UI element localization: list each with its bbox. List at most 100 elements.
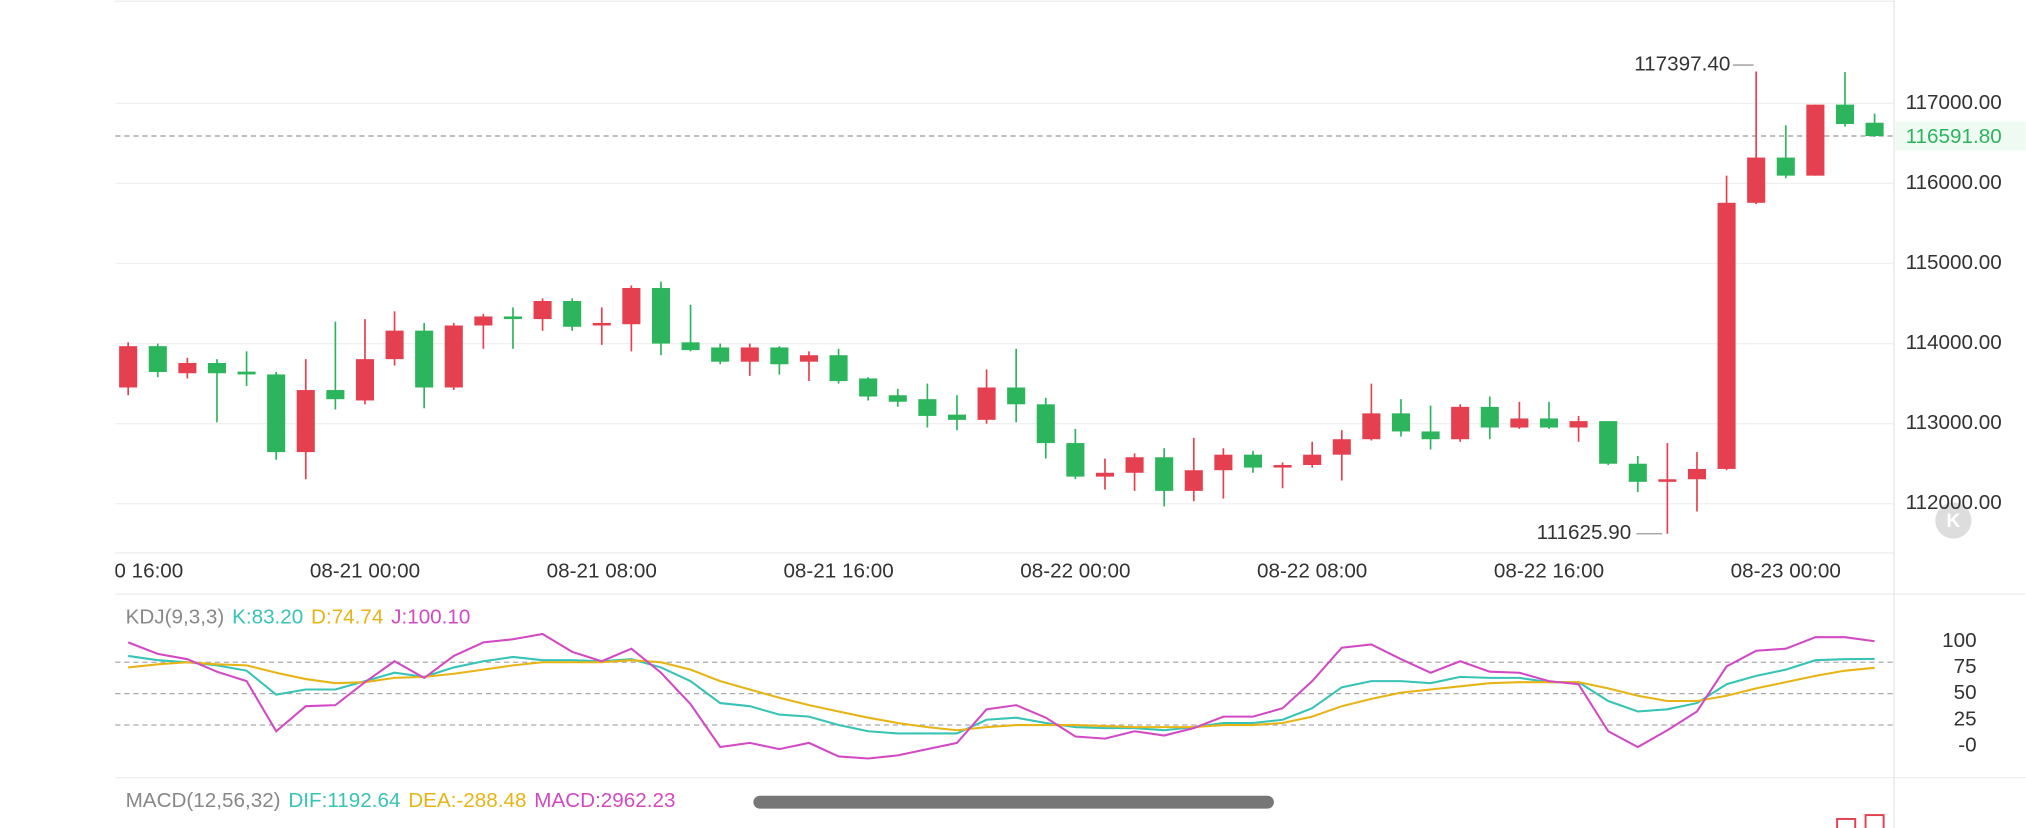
candle-body	[1303, 454, 1322, 466]
min-label: 111625.90	[1537, 521, 1632, 544]
candle-body	[711, 347, 730, 362]
indicator-line	[128, 659, 1875, 732]
candle-body	[1510, 418, 1529, 428]
macd-bar	[1864, 814, 1885, 828]
legend-entry: D:74.74	[311, 606, 383, 629]
candle-body	[1066, 443, 1085, 477]
x-axis: 08-20 16:00 08-21 00:00 08-21 08:00 08-21 1…	[73, 560, 1841, 583]
candle-body	[829, 355, 848, 382]
candle-body	[1036, 404, 1055, 444]
indicator-title: MACD(12,56,32)	[126, 790, 281, 813]
candle-body	[1007, 387, 1026, 405]
candle-body	[1776, 157, 1795, 176]
candle-body	[385, 330, 404, 360]
candle-body	[1421, 431, 1440, 440]
candle-body	[178, 362, 197, 374]
logo-button[interactable]	[1935, 502, 1972, 539]
candle-body	[1687, 468, 1707, 480]
indicator-title: KDJ(9,3,3)	[126, 606, 225, 629]
candle-body	[207, 362, 227, 374]
candle-body	[1480, 406, 1499, 428]
candle-body	[977, 387, 996, 420]
candle-body	[1865, 122, 1884, 137]
candle-body	[563, 300, 582, 327]
y-tick-label: 114000.00	[1906, 331, 2002, 354]
x-tick-label: 08-21 00:00	[310, 560, 420, 583]
candle-body	[1125, 457, 1144, 473]
candle-body	[1184, 470, 1203, 491]
indicator-legend: KDJ(9,3,3) K:83.20 D:74.74 J:100.10	[126, 606, 471, 629]
candle-body	[799, 355, 819, 362]
candle-body	[1451, 406, 1470, 440]
legend-entry: J:100.10	[391, 606, 470, 629]
candle-body	[237, 371, 256, 375]
legend-entry: DIF:1192.64	[288, 790, 400, 813]
candle-body	[622, 288, 641, 325]
indicator-line	[128, 654, 1875, 735]
candle-body	[740, 347, 759, 362]
candle-body	[1095, 472, 1115, 477]
legend-entry: MACD:2962.23	[534, 790, 675, 813]
candle-body	[651, 288, 671, 344]
x-tick-label: 08-21 08:00	[547, 560, 657, 583]
candle-body	[355, 359, 375, 401]
candle-body	[770, 347, 789, 365]
candle-body	[1806, 104, 1825, 176]
x-tick-label: 08-22 00:00	[1020, 560, 1130, 583]
candle-body	[1717, 202, 1736, 469]
candle-body	[1214, 454, 1233, 471]
macd-bar	[1836, 817, 1857, 828]
indicator-line	[127, 632, 1875, 760]
candle-body	[1243, 454, 1263, 468]
x-tick-label: 08-22 16:00	[1494, 560, 1604, 583]
candle-body	[1658, 479, 1677, 482]
candle-body	[1332, 439, 1351, 455]
candle-body	[947, 414, 967, 420]
candle-body	[503, 316, 523, 320]
y-tick-label: 100	[1942, 629, 1976, 652]
y-tick-label: 75	[1954, 655, 1977, 678]
last-price-label: 116591.80	[1906, 125, 2002, 148]
candle-body	[267, 374, 286, 453]
candle-body	[296, 390, 315, 453]
indicator-legend: MACD(12,56,32) DIF:1192.64 DEA:-288.48 MACD…	[126, 790, 676, 813]
y-tick-label: -0	[1958, 733, 1976, 756]
candle-body	[918, 399, 937, 416]
x-tick-label: 08-22 08:00	[1257, 560, 1367, 583]
candle-body	[474, 316, 493, 326]
candle-body	[1155, 457, 1174, 491]
scrollbar[interactable]	[753, 795, 1274, 809]
y-tick-label: 113000.00	[1906, 411, 2002, 434]
candle-body	[888, 395, 907, 402]
y-tick-label: 116000.00	[1906, 171, 2002, 194]
x-tick-label: 08-23 00:00	[1731, 560, 1841, 583]
candle-body	[1569, 421, 1588, 428]
candle-body	[1539, 418, 1559, 428]
legend-entry: K:83.20	[232, 606, 303, 629]
candle-body	[681, 342, 700, 351]
y-tick-label: 25	[1954, 707, 1977, 730]
candle-body	[533, 300, 552, 320]
candle-body	[444, 325, 463, 388]
candle-body	[326, 390, 345, 400]
candle-body	[148, 346, 167, 373]
candle-body	[1835, 104, 1855, 124]
candle-body	[1273, 465, 1292, 468]
candle-body	[1599, 421, 1618, 464]
candle-body	[1362, 413, 1381, 440]
candle-body	[415, 330, 434, 388]
y-tick-label: 112000.00	[1906, 491, 2002, 514]
candle-body	[119, 346, 138, 388]
candle-body	[592, 322, 611, 326]
candle-body	[1628, 463, 1647, 482]
x-tick-label: 08-20 16:00	[73, 560, 183, 583]
max-label: 117397.40	[1634, 53, 1730, 76]
candle-body	[859, 378, 878, 397]
legend-entry: DEA:-288.48	[408, 790, 526, 813]
last-price-box	[1895, 121, 2026, 151]
y-tick-label: 115000.00	[1906, 251, 2002, 274]
logo-text: K	[1946, 510, 1960, 532]
y-tick-label: 50	[1954, 681, 1977, 704]
y-tick-label: 117000.00	[1906, 91, 2002, 114]
